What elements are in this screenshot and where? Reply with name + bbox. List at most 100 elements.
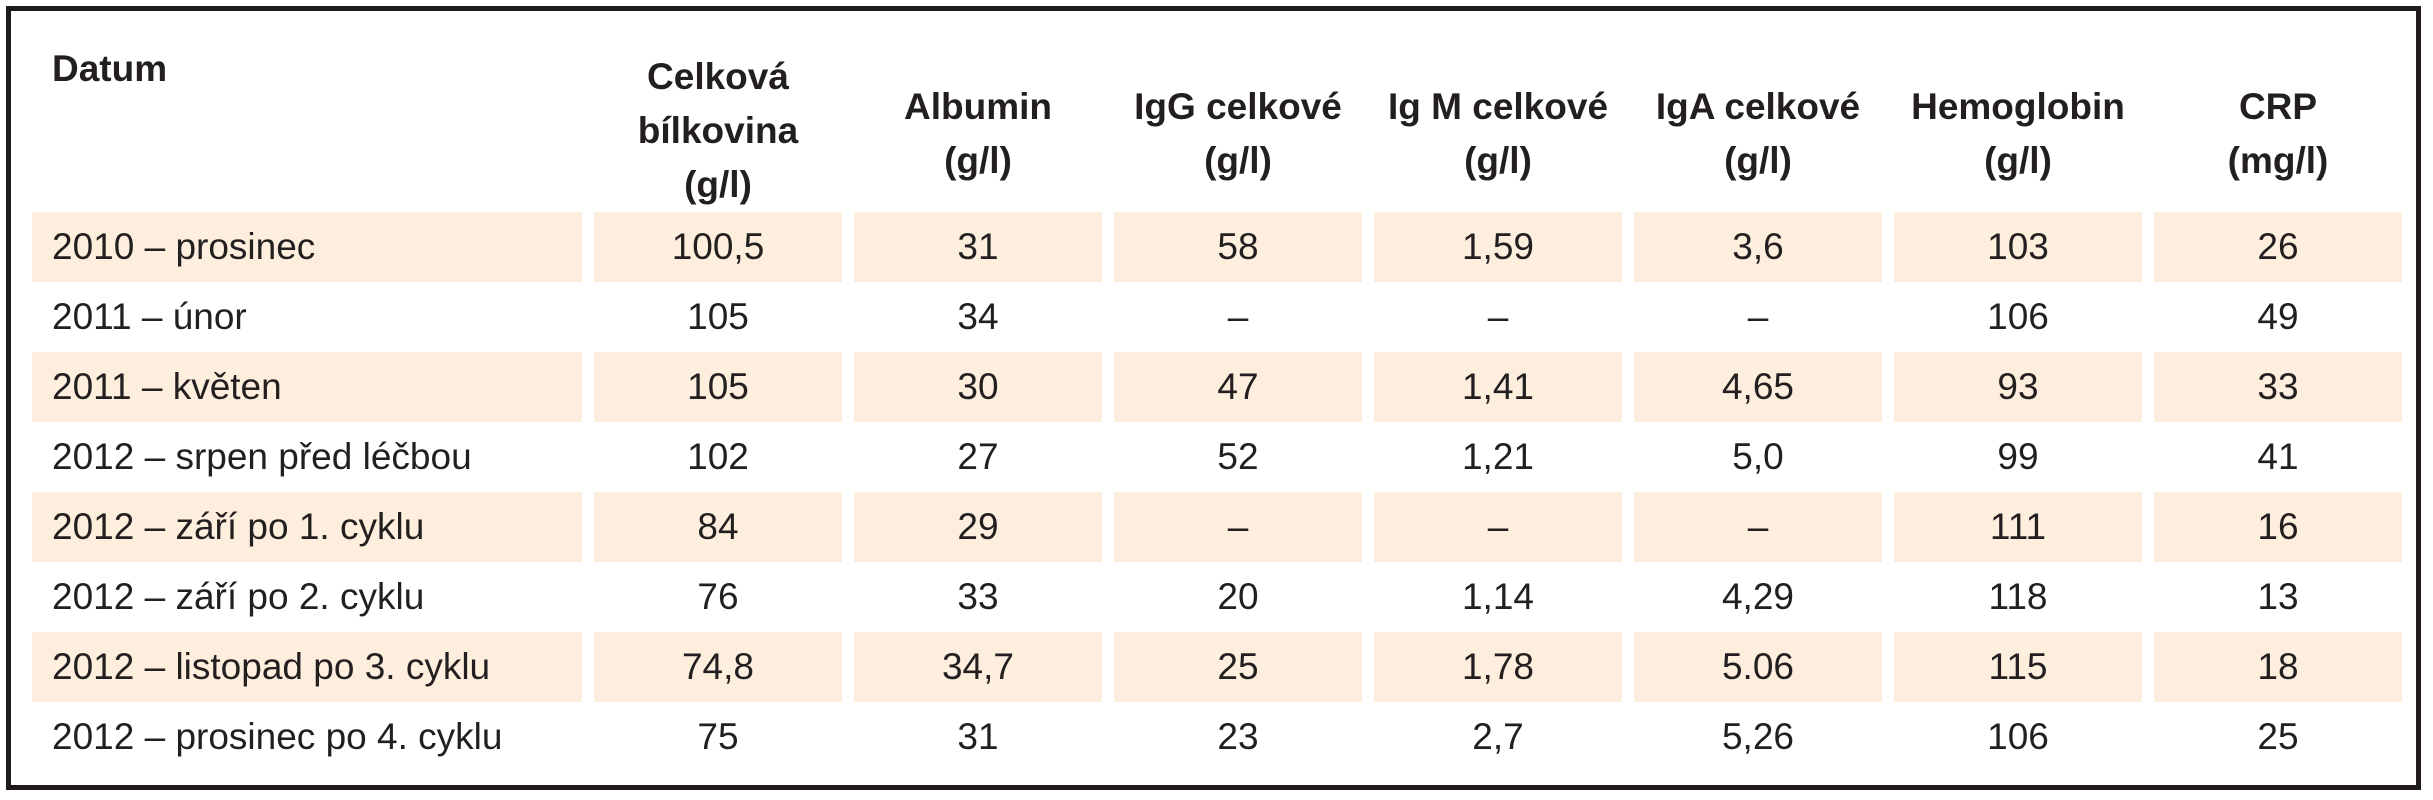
header-row: Datum Celková bílkovina (g/l) Albumin (g… xyxy=(32,42,2402,212)
cell-value: 115 xyxy=(1894,632,2142,702)
cell-value: 31 xyxy=(854,212,1102,282)
cell-value: 13 xyxy=(2257,576,2299,617)
cell-value: – xyxy=(1374,492,1622,562)
cell-value: 49 xyxy=(2257,296,2299,337)
cell-value: 18 xyxy=(2154,632,2402,702)
cell-value: 93 xyxy=(1894,352,2142,422)
header-line: (g/l) xyxy=(944,140,1012,181)
cell-value: 3,6 xyxy=(1634,212,1882,282)
table-row: 2010 – prosinec 100,5 31 58 1,59 3,6 103… xyxy=(32,212,2402,282)
header-line: (g/l) xyxy=(1464,140,1532,181)
cell-value: 106 xyxy=(1987,296,2049,337)
cell-value: 106 xyxy=(1987,716,2049,757)
cell-value: 20 xyxy=(1217,576,1259,617)
top-edge xyxy=(0,0,2433,6)
table-frame xyxy=(6,6,2421,790)
cell-value: 25 xyxy=(1114,632,1362,702)
cell-date: 2011 – únor xyxy=(52,296,247,337)
cell-value: 1,14 xyxy=(1461,576,1534,617)
cell-date: 2012 – září po 1. cyklu xyxy=(32,492,582,562)
cell-value: 4,29 xyxy=(1721,576,1794,617)
cell-date: 2010 – prosinec xyxy=(32,212,582,282)
cell-value: 74,8 xyxy=(594,632,842,702)
header-line: (g/l) xyxy=(684,164,752,205)
header-line: bílkovina xyxy=(637,110,799,151)
table-row: 2011 – květen 105 30 47 1,41 4,65 93 33 xyxy=(32,352,2402,422)
header-iga: IgA celkové (g/l) xyxy=(1634,42,1882,212)
table-row: 2012 – září po 2. cyklu 76 33 20 1,14 4,… xyxy=(32,562,2402,632)
header-line: Albumin xyxy=(904,86,1052,127)
cell-value: 23 xyxy=(1217,716,1259,757)
cell-value: 16 xyxy=(2154,492,2402,562)
cell-value: 1,78 xyxy=(1374,632,1622,702)
cell-value: 2,7 xyxy=(1472,716,1524,757)
header-igg: IgG celkové (g/l) xyxy=(1114,42,1362,212)
cell-value: 99 xyxy=(1997,436,2039,477)
cell-value: 26 xyxy=(2154,212,2402,282)
header-line: (g/l) xyxy=(1984,140,2052,181)
table-row: 2012 – prosinec po 4. cyklu 75 31 23 2,7… xyxy=(32,702,2402,772)
header-celkova-bilkovina: Celková bílkovina (g/l) xyxy=(594,42,842,212)
cell-value: 30 xyxy=(854,352,1102,422)
table-row: 2012 – listopad po 3. cyklu 74,8 34,7 25… xyxy=(32,632,2402,702)
cell-value: 102 xyxy=(687,436,749,477)
cell-value: 105 xyxy=(594,352,842,422)
cell-value: 5.06 xyxy=(1634,632,1882,702)
cell-value: – xyxy=(1114,492,1362,562)
cell-value: 100,5 xyxy=(594,212,842,282)
header-line: (mg/l) xyxy=(2227,140,2329,181)
cell-value: 4,65 xyxy=(1634,352,1882,422)
header-line: (g/l) xyxy=(1724,140,1792,181)
header-line: IgG celkové xyxy=(1134,86,1342,127)
header-line: Ig M celkové xyxy=(1387,86,1609,127)
header-line: Datum xyxy=(52,48,168,89)
header-crp: CRP (mg/l) xyxy=(2154,42,2402,212)
cell-date: 2012 – srpen před léčbou xyxy=(52,436,472,477)
header-hemoglobin: Hemoglobin (g/l) xyxy=(1894,42,2142,212)
cell-value: 76 xyxy=(697,576,739,617)
cell-value: 52 xyxy=(1217,436,1259,477)
header-igm: Ig M celkové (g/l) xyxy=(1374,42,1622,212)
cell-value: – xyxy=(1487,296,1509,337)
cell-value: 34,7 xyxy=(854,632,1102,702)
cell-value: 118 xyxy=(1988,576,2048,617)
cell-value: 58 xyxy=(1114,212,1362,282)
cell-date: 2012 – prosinec po 4. cyklu xyxy=(52,716,503,757)
cell-value: 25 xyxy=(2257,716,2299,757)
table-row: 2012 – září po 1. cyklu 84 29 – – – 111 … xyxy=(32,492,2402,562)
table-row: 2011 – únor 105 34 – – – 106 49 xyxy=(32,282,2402,352)
cell-value: 34 xyxy=(957,296,999,337)
cell-value: 75 xyxy=(697,716,739,757)
cell-value: – xyxy=(1634,492,1882,562)
cell-value: 1,59 xyxy=(1374,212,1622,282)
header-line: Hemoglobin xyxy=(1911,86,2125,127)
cell-value: 5,0 xyxy=(1732,436,1784,477)
cell-value: 27 xyxy=(957,436,999,477)
cell-value: – xyxy=(1747,296,1769,337)
lab-results-table: Datum Celková bílkovina (g/l) Albumin (g… xyxy=(20,42,2414,772)
cell-value: 111 xyxy=(1894,492,2142,562)
table-row: 2012 – srpen před léčbou 102 27 52 1,21 … xyxy=(32,422,2402,492)
cell-value: 31 xyxy=(957,716,999,757)
header-line: Celková xyxy=(647,56,789,97)
cell-value: – xyxy=(1227,296,1249,337)
cell-value: 1,21 xyxy=(1461,436,1534,477)
cell-value: 33 xyxy=(2154,352,2402,422)
cell-value: 84 xyxy=(594,492,842,562)
cell-value: 103 xyxy=(1894,212,2142,282)
cell-value: 47 xyxy=(1114,352,1362,422)
cell-value: 29 xyxy=(854,492,1102,562)
cell-value: 105 xyxy=(687,296,749,337)
header-line: IgA celkové xyxy=(1655,86,1861,127)
cell-date: 2011 – květen xyxy=(32,352,582,422)
header-datum: Datum xyxy=(32,42,582,212)
cell-value: 5,26 xyxy=(1721,716,1794,757)
cell-value: 41 xyxy=(2257,436,2299,477)
cell-date: 2012 – listopad po 3. cyklu xyxy=(32,632,582,702)
header-albumin: Albumin (g/l) xyxy=(854,42,1102,212)
header-line: (g/l) xyxy=(1204,140,1272,181)
cell-value: 33 xyxy=(957,576,999,617)
header-line: CRP xyxy=(2238,86,2318,127)
cell-date: 2012 – září po 2. cyklu xyxy=(52,576,425,617)
cell-value: 1,41 xyxy=(1374,352,1622,422)
